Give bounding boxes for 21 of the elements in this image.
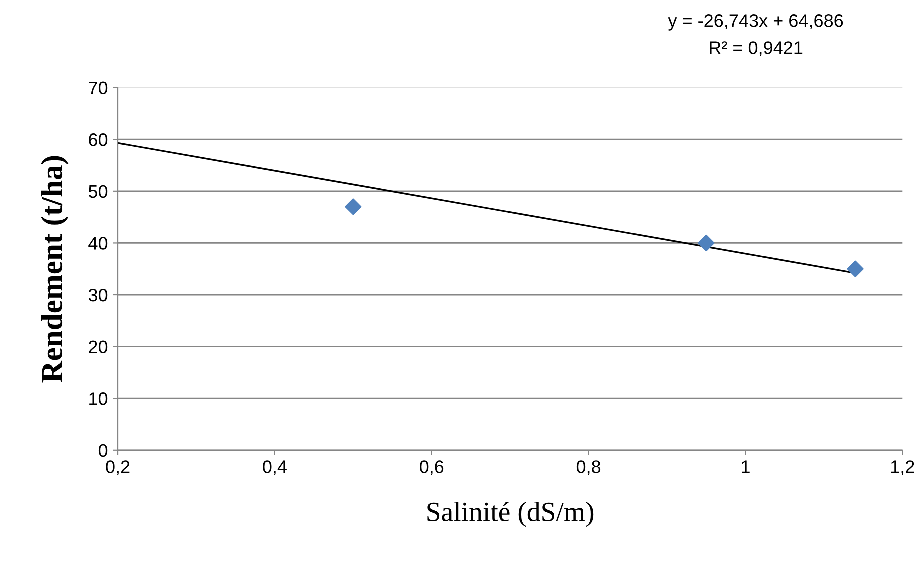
- point: [698, 234, 715, 252]
- x-tick-label: 1: [742, 460, 750, 474]
- x-tick-label: 0,4: [263, 460, 287, 476]
- y-tick-label: 70: [89, 82, 108, 95]
- y-tick-label: 30: [88, 288, 108, 302]
- x-tick-label: 1,2: [891, 460, 914, 476]
- y-tick-label: 60: [89, 134, 108, 146]
- x-axis-title: Salinité (dS/m): [428, 502, 594, 528]
- y-tick-label: 20: [89, 340, 108, 354]
- y-tick-label: 10: [90, 392, 108, 406]
- y-tick-label: 40: [88, 237, 108, 250]
- point: [847, 260, 864, 278]
- text: R² = 0,9421: [710, 42, 803, 56]
- y-tick-label: 0: [98, 444, 108, 458]
- x-tick-label: 0,6: [420, 460, 444, 476]
- text: y = -26,743x + 64,686: [668, 14, 844, 31]
- point: [345, 198, 362, 216]
- y-tick-label: 50: [88, 185, 108, 198]
- x-tick-label: 0,2: [106, 460, 130, 476]
- y-axis-title: Rendement (t/ha): [41, 156, 69, 383]
- x-tick-label: 0,8: [576, 460, 601, 476]
